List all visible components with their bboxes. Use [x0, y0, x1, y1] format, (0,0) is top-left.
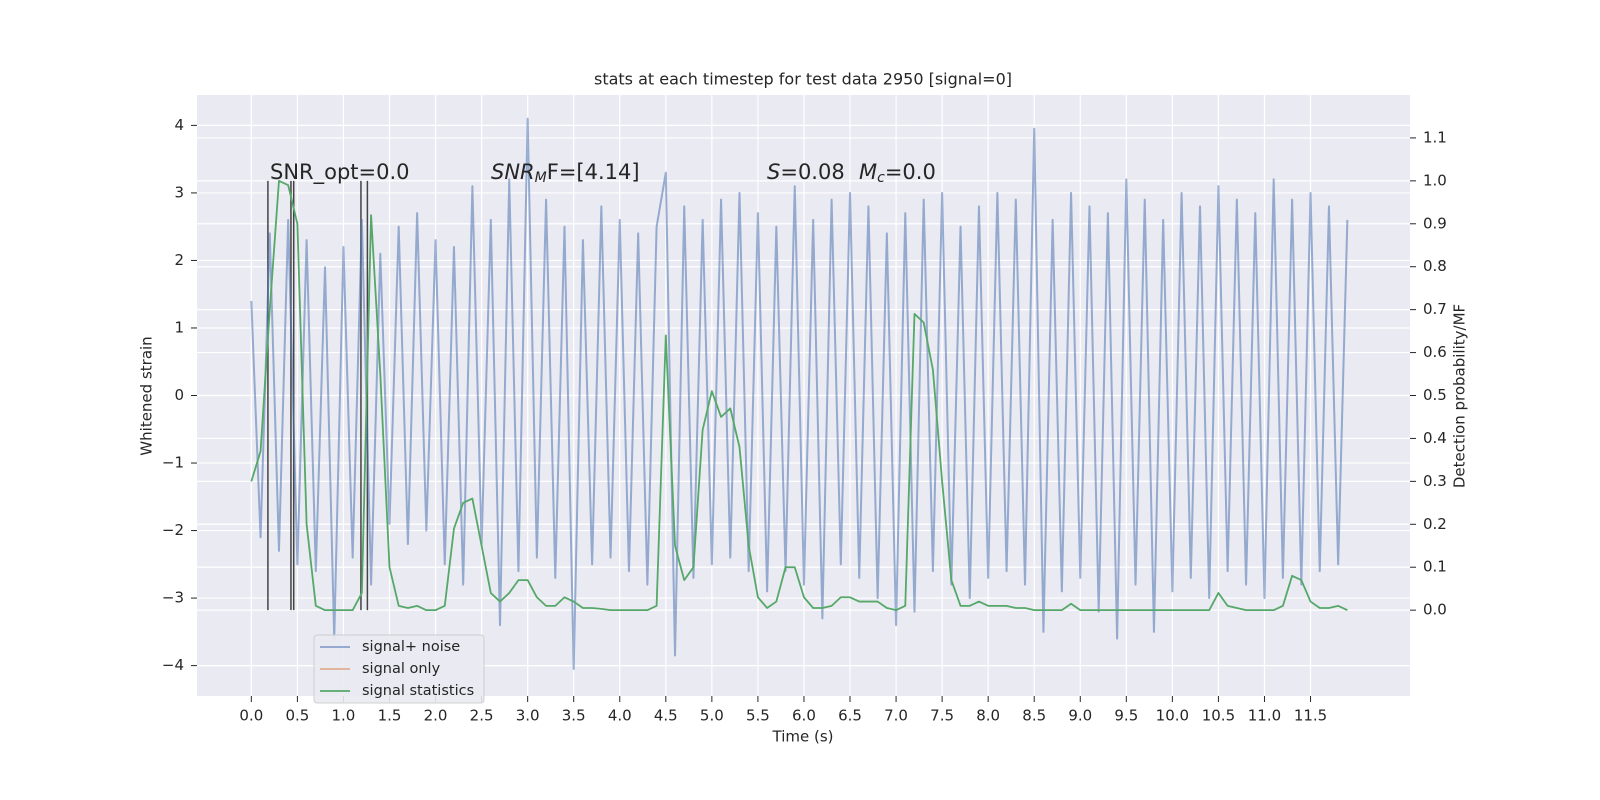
series-line	[250, 179, 1348, 612]
x-tick-label: 8.5	[1022, 707, 1046, 725]
y2-tick-label: 0.6	[1423, 343, 1447, 361]
x-tick-label: 0.5	[285, 707, 309, 725]
y2-tick-label: 0.7	[1423, 300, 1447, 318]
legend: signal+ noise signal only signal statistic…	[313, 634, 485, 704]
x-tick-label: 6.0	[792, 707, 816, 725]
x-tick-label: 2.5	[470, 707, 494, 725]
y2-tick-label: 0.1	[1423, 558, 1447, 576]
y-tick-label: 4	[174, 116, 184, 134]
annotation-part: S	[767, 160, 780, 184]
x-tick-label: 2.0	[424, 707, 448, 725]
x-tick-label: 0.0	[239, 707, 263, 725]
annotation-part: SNR_opt=0.0	[270, 160, 410, 185]
y-tick-label: 3	[174, 183, 184, 201]
y-tick-label: 1	[174, 318, 184, 336]
y-tick-label: 2	[174, 251, 184, 269]
annotation-part: =0.08	[780, 160, 844, 184]
annotation-part: =0.0	[885, 160, 936, 184]
x-tick-label: 5.0	[700, 707, 724, 725]
annotation-part: SNR	[491, 160, 535, 184]
x-tick-label: 9.0	[1068, 707, 1092, 725]
legend-box	[313, 634, 485, 704]
x-tick-label: 9.5	[1114, 707, 1138, 725]
y2-tick-label: 0.0	[1423, 601, 1447, 619]
legend-label: signal only	[362, 661, 441, 677]
annotation-part: c	[877, 170, 885, 186]
x-tick-label: 10.5	[1202, 707, 1235, 725]
x-tick-label: 6.5	[838, 707, 862, 725]
x-tick-label: 8.0	[976, 707, 1000, 725]
y2-tick-label: 0.8	[1423, 257, 1447, 275]
y2-tick-label: 1.1	[1423, 128, 1447, 146]
annotations: SNR_opt=0.0 SNRMF=[4.14] S=0.08 Mc=0.0	[270, 160, 936, 186]
x-tick-label: 10.0	[1156, 707, 1189, 725]
x-tick-label: 11.0	[1248, 707, 1281, 725]
y2-tick-label: 0.2	[1423, 515, 1447, 533]
annotation: Mc=0.0	[859, 160, 936, 186]
series-line	[250, 117, 1349, 670]
annotation-part: M	[859, 160, 877, 184]
y2-tick-label: 0.9	[1423, 214, 1447, 232]
y-tick-label: 0	[174, 386, 184, 404]
annotation: SNRMF=[4.14]	[491, 160, 640, 186]
annotation-part: F=[4.14]	[547, 160, 640, 184]
annotation: S=0.08	[767, 160, 845, 184]
annotation: SNR_opt=0.0	[270, 160, 410, 185]
x-tick-label: 3.5	[562, 707, 586, 725]
annotation-part: M	[535, 170, 547, 186]
y2-tick-label: 0.4	[1423, 429, 1447, 447]
y2-tick-label: 0.3	[1423, 472, 1447, 490]
x-tick-label: 11.5	[1294, 707, 1327, 725]
axes: 0.0 0.5 1.0 1.5 2.0 2.5 3.0 3.5 4.0 4.5 5.0 5.5 6.0 6…	[162, 116, 1447, 725]
x-tick-label: 7.0	[884, 707, 908, 725]
x-tick-label: 1.5	[378, 707, 402, 725]
legend-label: signal statistics	[362, 683, 474, 699]
y2-axis-label: Detection probability/MF	[1451, 304, 1469, 488]
marks	[250, 117, 1349, 670]
x-tick-label: 4.0	[608, 707, 632, 725]
y-tick-label: −4	[162, 656, 184, 674]
legend-label: signal+ noise	[362, 639, 460, 655]
chart-title: stats at each timestep for test data 295…	[594, 70, 1012, 89]
y-axis-label: Whitened strain	[138, 336, 156, 455]
y-tick-label: −1	[162, 454, 184, 472]
x-axis-label: Time (s)	[772, 728, 834, 746]
x-tick-label: 4.5	[654, 707, 678, 725]
x-tick-label: 1.0	[332, 707, 356, 725]
x-tick-label: 5.5	[746, 707, 770, 725]
y-tick-label: −3	[162, 589, 184, 607]
x-tick-label: 7.5	[930, 707, 954, 725]
x-tick-label: 3.0	[516, 707, 540, 725]
y2-tick-label: 1.0	[1423, 171, 1447, 189]
y-tick-label: −2	[162, 521, 184, 539]
y2-tick-label: 0.5	[1423, 386, 1447, 404]
